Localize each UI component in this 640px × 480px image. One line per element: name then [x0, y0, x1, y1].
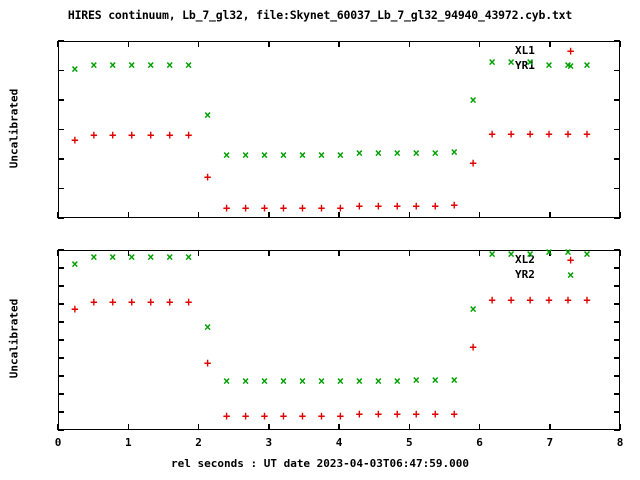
- x-axis-tick-label: 7: [546, 436, 554, 449]
- x-axis-tick-label: 3: [265, 436, 273, 449]
- x-axis-tick: [127, 250, 129, 256]
- y-axis-tick: [614, 339, 620, 341]
- legend-item-label: XL1: [515, 44, 535, 57]
- y-axis-tick: [58, 40, 64, 42]
- x-axis-tick-label: 5: [405, 436, 413, 449]
- y-axis-tick: [614, 285, 620, 287]
- y-axis-tick: [58, 375, 64, 377]
- x-axis-tick-label: 0: [54, 436, 62, 449]
- y-axis-tick: [614, 303, 620, 305]
- x-axis-tick: [408, 41, 410, 47]
- y-axis-tick: [58, 249, 64, 251]
- page-title: HIRES continuum, Lb_7_gl32, file:Skynet_…: [67, 8, 573, 22]
- legend-plus-marker-icon: +: [567, 253, 575, 267]
- x-axis-tick: [197, 212, 200, 218]
- x-axis-tick: [619, 41, 621, 47]
- legend-item-label: XL2: [515, 253, 535, 266]
- x-axis-tick: [197, 250, 200, 256]
- x-axis-tick: [57, 41, 59, 47]
- x-axis-tick-label: 8: [616, 436, 624, 449]
- x-axis-tick: [338, 250, 340, 256]
- x-axis-tick: [57, 212, 59, 218]
- x-axis-tick: [57, 250, 59, 256]
- legend-cross-marker-icon: ×: [567, 268, 575, 282]
- x-axis-tick: [478, 424, 481, 430]
- y-axis-tick: [614, 249, 620, 251]
- x-axis-tick: [408, 212, 410, 218]
- y-axis-tick: [58, 69, 64, 72]
- x-axis-tick: [197, 41, 200, 47]
- y-axis-tick: [614, 267, 620, 269]
- x-axis-tick: [549, 212, 551, 218]
- y-axis-tick: [58, 267, 64, 269]
- x-axis-tick: [549, 424, 551, 430]
- x-axis-tick: [478, 212, 481, 218]
- legend-item-label: YR2: [515, 268, 535, 281]
- y-axis-tick: [58, 429, 64, 431]
- y-axis-tick: [614, 375, 620, 377]
- x-axis-tick: [338, 424, 340, 430]
- x-axis-tick: [549, 41, 551, 47]
- x-axis-label: rel seconds : UT date 2023-04-03T06:47:5…: [170, 457, 469, 470]
- y-axis-tick: [614, 69, 620, 72]
- y-axis-label-top: Uncalibrated: [7, 88, 21, 168]
- y-axis-tick: [614, 158, 620, 160]
- x-axis-tick: [549, 250, 551, 256]
- y-axis-tick: [614, 393, 620, 395]
- legend-plus-marker-icon: +: [567, 44, 575, 58]
- x-axis-tick: [408, 250, 410, 256]
- x-axis-tick-label: 2: [195, 436, 202, 449]
- y-axis-tick: [58, 303, 64, 305]
- x-axis-tick: [619, 250, 621, 256]
- x-axis-tick: [619, 424, 621, 430]
- x-axis-tick: [197, 424, 200, 430]
- y-axis-tick: [58, 285, 64, 287]
- y-axis-tick: [58, 357, 64, 359]
- y-axis-tick: [614, 411, 620, 413]
- x-axis-tick: [268, 41, 270, 47]
- x-axis-tick: [408, 424, 410, 430]
- x-axis-tick: [478, 250, 481, 256]
- y-axis-tick: [614, 99, 620, 101]
- y-axis-tick: [614, 321, 620, 323]
- x-axis-tick: [338, 41, 340, 47]
- y-axis-tick: [614, 357, 620, 359]
- y-axis-tick: [614, 187, 620, 190]
- x-axis-tick: [338, 212, 340, 218]
- y-axis-tick: [614, 429, 620, 431]
- x-axis-tick-label: 1: [124, 436, 132, 449]
- y-axis-tick: [58, 411, 64, 413]
- y-axis-label-bottom: Uncalibrated: [7, 298, 21, 379]
- x-axis-tick: [127, 424, 129, 430]
- plot-frame-bottom: [58, 250, 620, 430]
- y-axis-tick: [614, 217, 620, 219]
- x-axis-tick: [127, 212, 129, 218]
- x-axis-tick: [478, 41, 481, 47]
- y-axis-tick: [614, 40, 620, 42]
- x-axis-tick: [268, 424, 270, 430]
- y-axis-tick: [58, 339, 64, 341]
- y-axis-tick: [58, 217, 64, 219]
- y-axis-tick: [58, 321, 64, 323]
- x-axis-tick: [57, 424, 59, 430]
- y-axis-tick: [58, 99, 64, 101]
- y-axis-tick: [58, 128, 64, 131]
- x-axis-tick: [268, 250, 270, 256]
- x-axis-tick-label: 4: [335, 436, 343, 449]
- y-axis-tick: [58, 393, 64, 395]
- legend-cross-marker-icon: ×: [567, 59, 575, 73]
- x-axis-tick-label: 6: [476, 436, 483, 449]
- x-axis-tick: [619, 212, 621, 218]
- y-axis-tick: [58, 158, 64, 160]
- legend-item-label: YR1: [515, 59, 535, 72]
- plot-frame-top: [58, 41, 620, 218]
- y-axis-tick: [614, 128, 620, 131]
- x-axis-tick: [127, 41, 129, 47]
- x-axis-tick: [268, 212, 270, 218]
- y-axis-tick: [58, 187, 64, 190]
